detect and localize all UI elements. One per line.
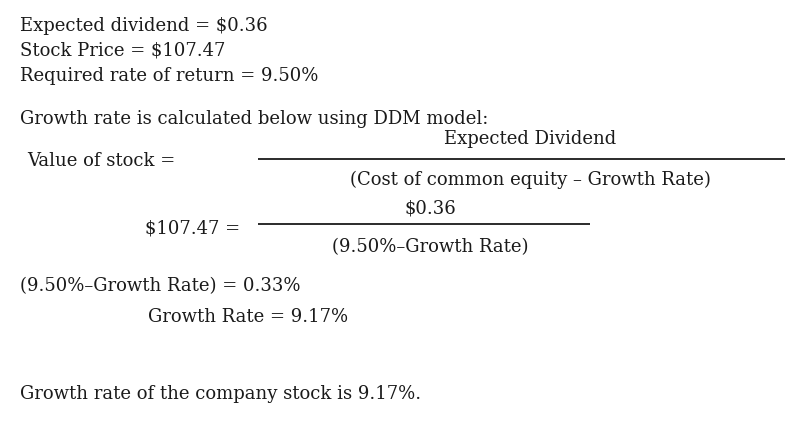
Text: $0.36: $0.36: [404, 199, 456, 217]
Text: (9.50%–Growth Rate) = 0.33%: (9.50%–Growth Rate) = 0.33%: [20, 277, 301, 295]
Text: Growth Rate = 9.17%: Growth Rate = 9.17%: [148, 308, 348, 326]
Text: Stock Price = $107.47: Stock Price = $107.47: [20, 42, 226, 60]
Text: $107.47 =: $107.47 =: [145, 219, 240, 237]
Text: Growth rate of the company stock is 9.17%.: Growth rate of the company stock is 9.17…: [20, 385, 421, 403]
Text: (Cost of common equity – Growth Rate): (Cost of common equity – Growth Rate): [350, 171, 710, 189]
Text: Required rate of return = 9.50%: Required rate of return = 9.50%: [20, 67, 318, 85]
Text: Expected Dividend: Expected Dividend: [444, 130, 616, 148]
Text: Growth rate is calculated below using DDM model:: Growth rate is calculated below using DD…: [20, 110, 488, 128]
Text: (9.50%–Growth Rate): (9.50%–Growth Rate): [332, 238, 528, 256]
Text: Value of stock =: Value of stock =: [26, 152, 175, 170]
Text: Expected dividend = $0.36: Expected dividend = $0.36: [20, 17, 268, 35]
